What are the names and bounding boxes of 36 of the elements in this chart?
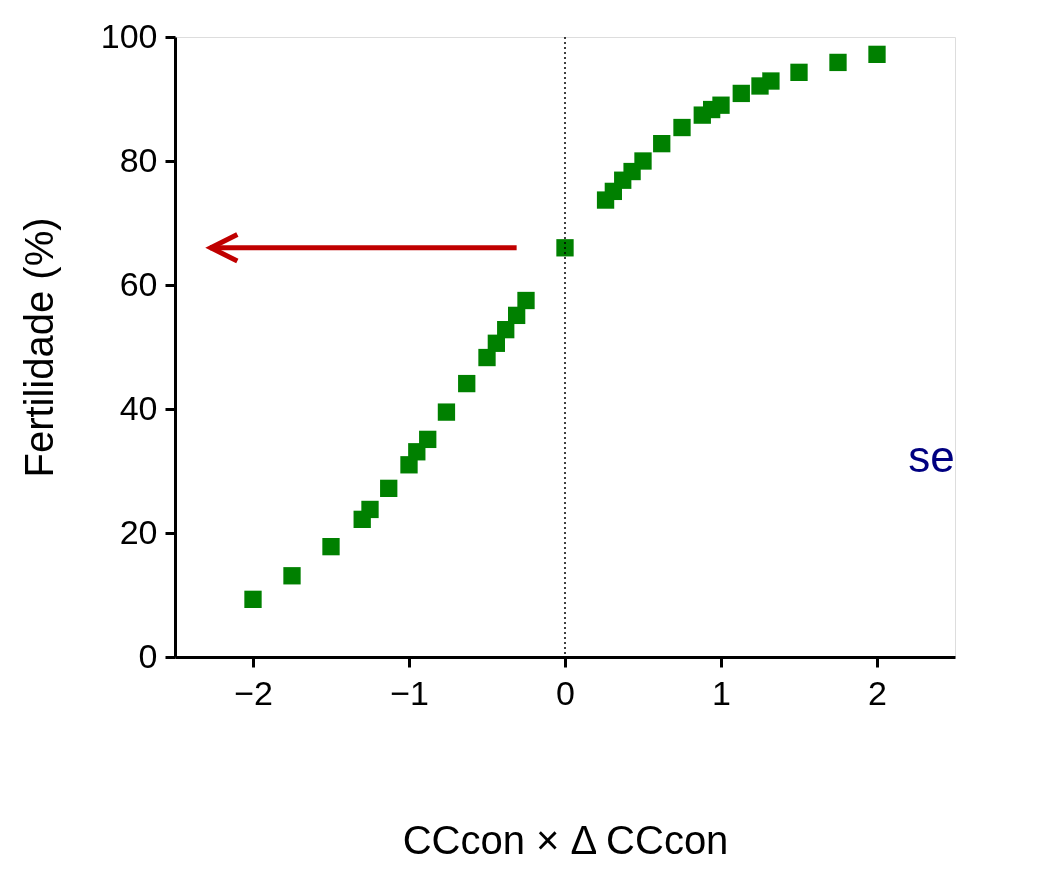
point — [283, 567, 301, 585]
x-tick-label: 1 — [712, 673, 731, 712]
x-tick-label: −2 — [234, 673, 273, 712]
annotation: se — [908, 431, 955, 481]
y-tick-label: 60 — [119, 264, 158, 303]
point — [507, 306, 526, 325]
point — [517, 291, 535, 310]
y-tick-label: 20 — [119, 512, 158, 551]
point — [458, 374, 476, 393]
y-tick-label: 80 — [119, 140, 158, 179]
point — [478, 348, 496, 367]
point — [244, 590, 262, 608]
x-axis-title: CCcon × Δ CCcon — [402, 817, 729, 862]
point — [380, 479, 398, 498]
point — [556, 239, 574, 257]
point — [361, 500, 379, 519]
point — [419, 430, 437, 449]
point — [790, 63, 808, 81]
point — [868, 45, 886, 64]
point — [322, 537, 340, 556]
point — [634, 152, 652, 170]
x-tick-label: 2 — [868, 673, 887, 712]
point — [829, 53, 847, 72]
point — [732, 84, 750, 103]
x-tick-label: 0 — [556, 673, 575, 712]
y-tick-label: 0 — [138, 636, 158, 675]
point — [437, 403, 456, 421]
y-axis-title: Fertilidade (%) — [16, 217, 61, 478]
y-tick-label: 100 — [100, 16, 158, 55]
point — [497, 320, 515, 339]
y-tick-label: 40 — [119, 388, 158, 427]
point — [653, 134, 671, 153]
x-tick-label: −1 — [390, 673, 429, 712]
point — [712, 96, 730, 114]
point — [762, 72, 780, 90]
point — [673, 118, 691, 137]
